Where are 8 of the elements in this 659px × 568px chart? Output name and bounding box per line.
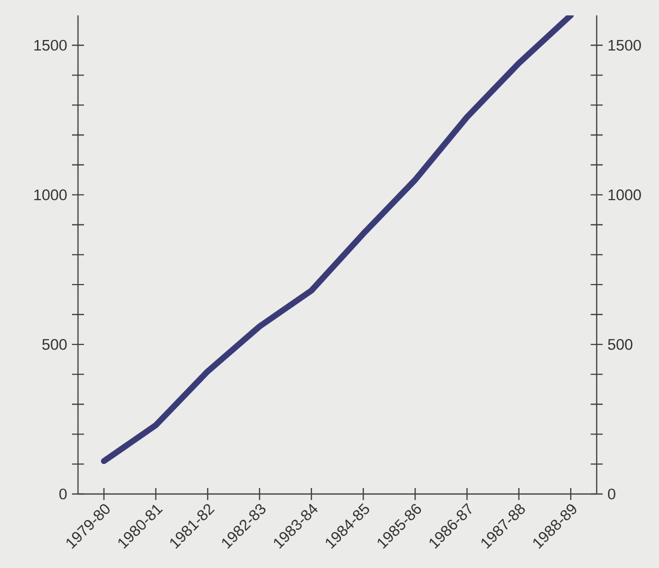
y-tick-label: 0	[59, 488, 67, 500]
y2-tick-label: 500	[608, 338, 632, 350]
y-tick-label: 1000	[34, 189, 67, 200]
y2-tick-label: 1500	[608, 40, 641, 51]
y-tick-label: 1500	[34, 40, 67, 51]
y-tick-label: 500	[42, 338, 67, 350]
y2-tick-label: 1000	[608, 189, 641, 200]
y2-tick-label: 0	[608, 488, 616, 500]
